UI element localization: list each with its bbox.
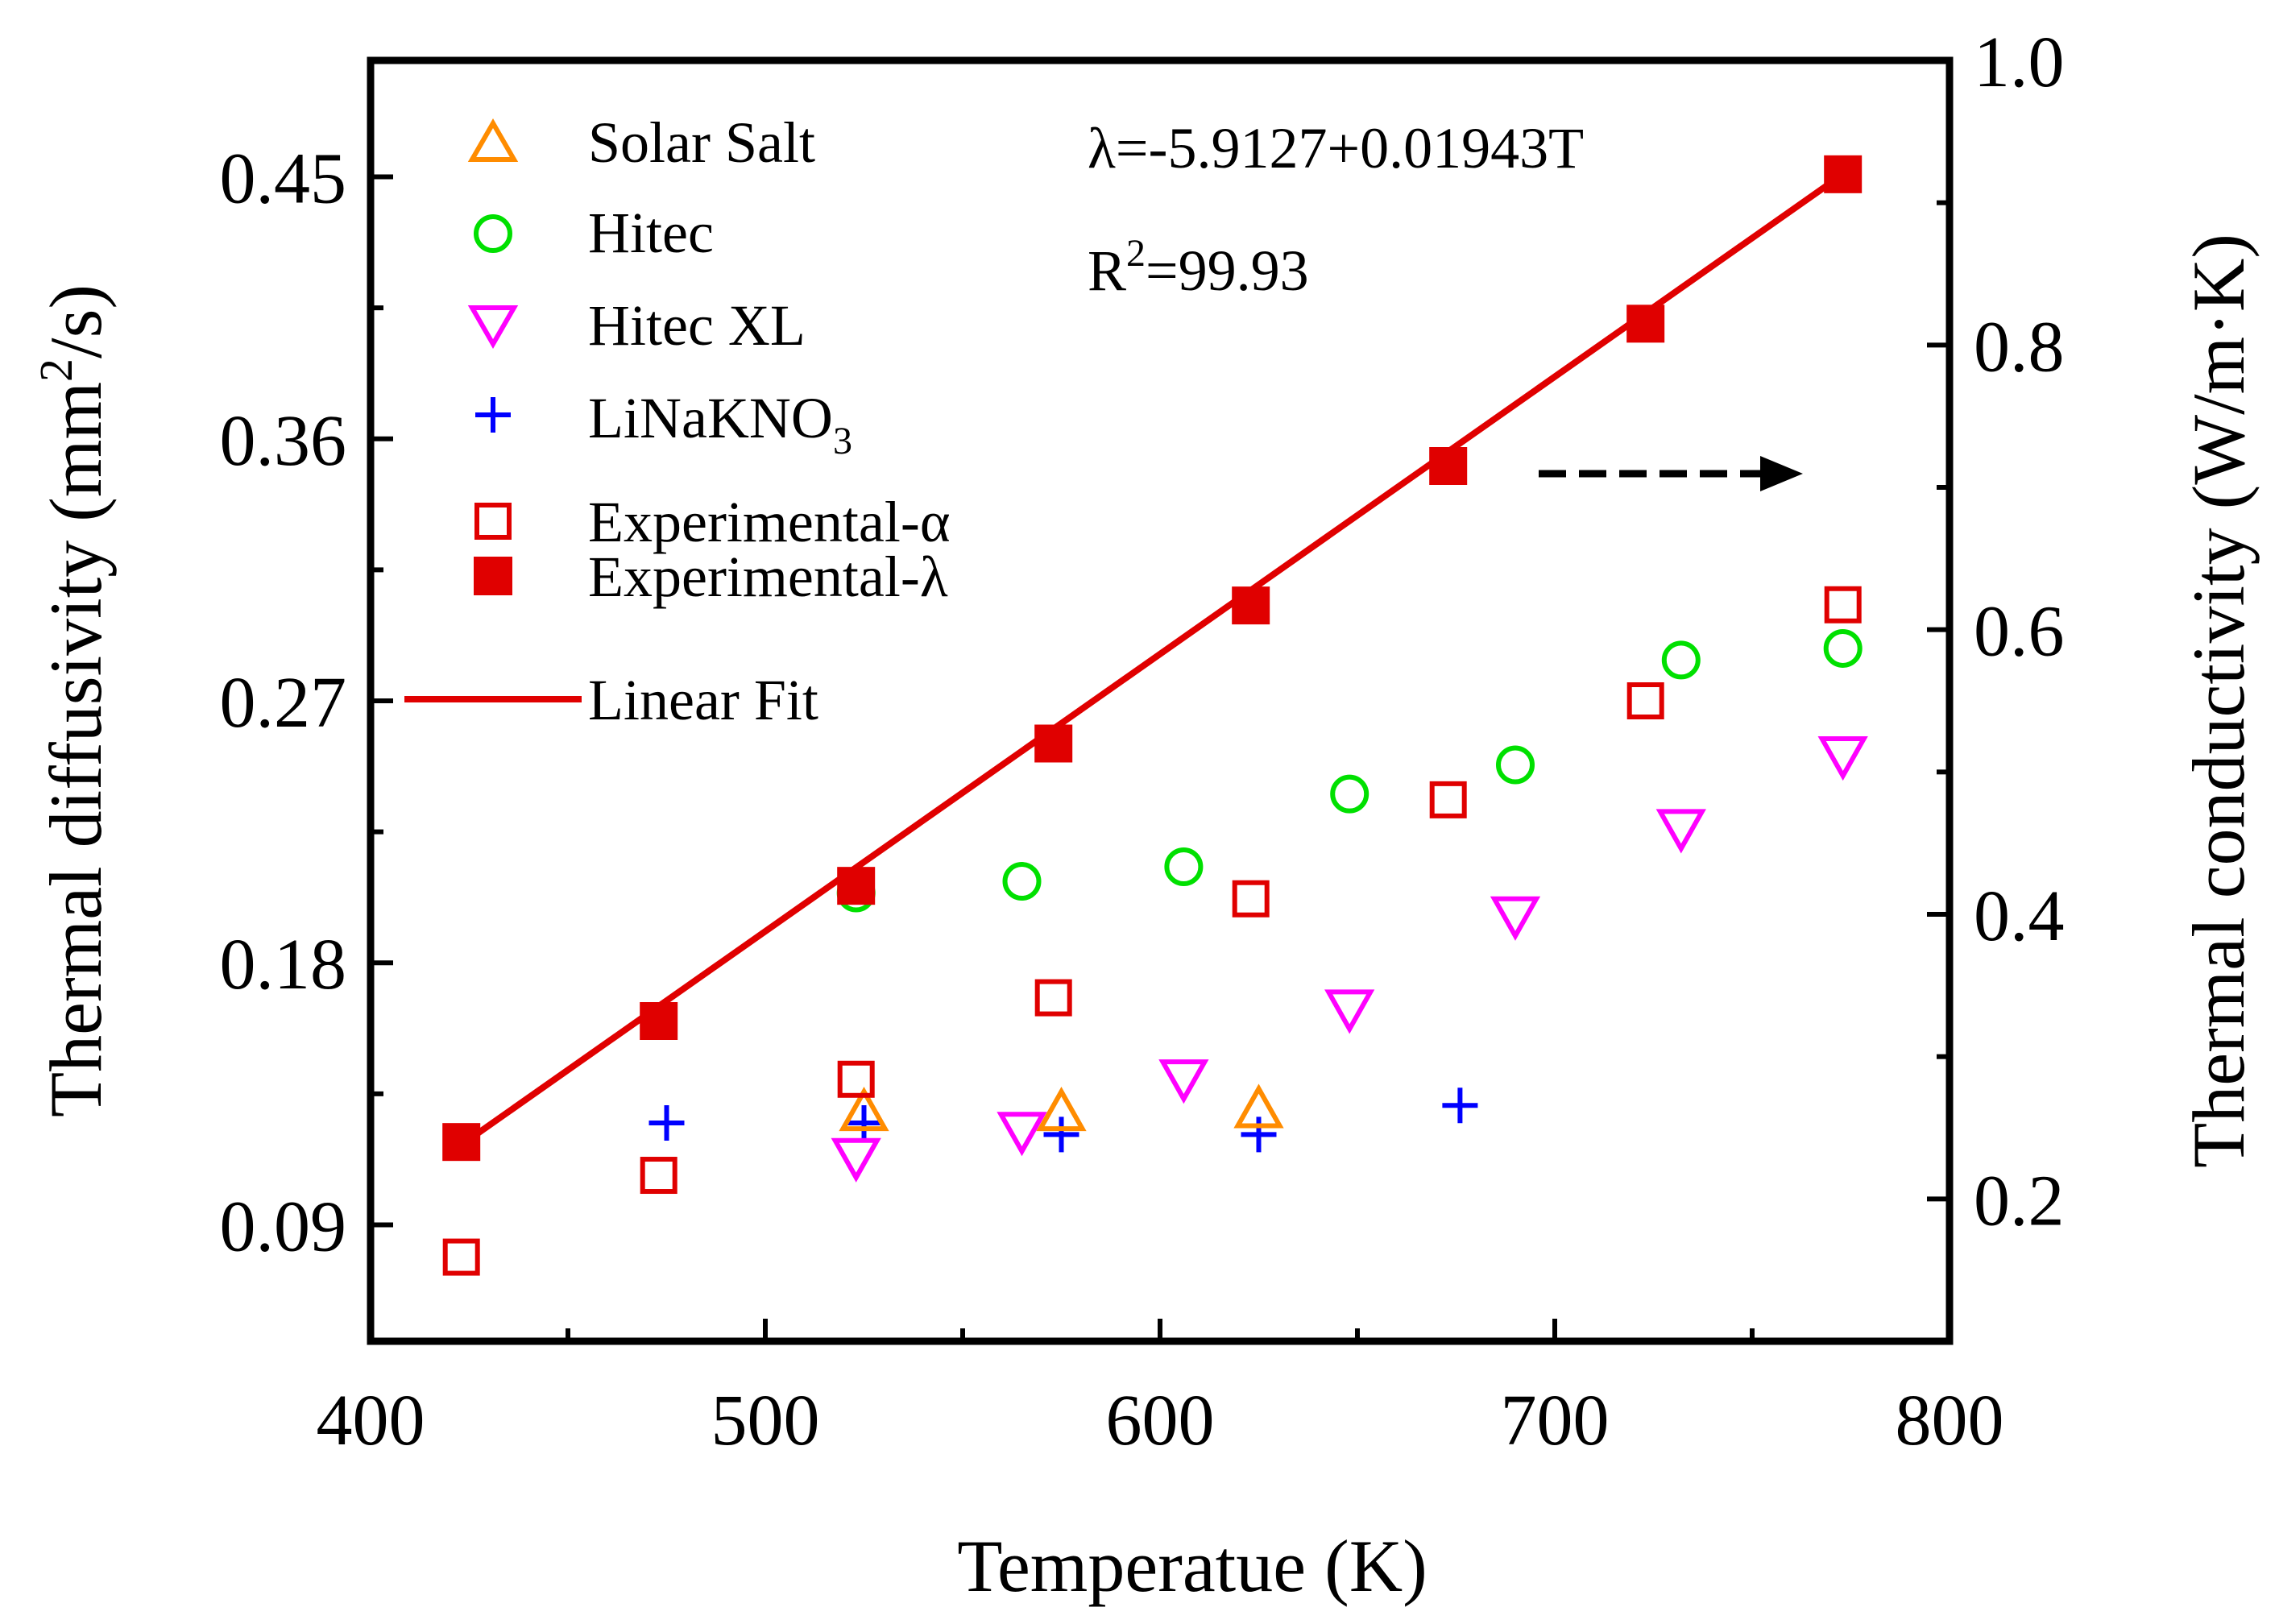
x-tick-label: 400 bbox=[317, 1381, 425, 1460]
point-experimental-alpha bbox=[640, 1157, 677, 1195]
point-linakno3 bbox=[846, 1104, 882, 1141]
point-experimental-lambda bbox=[837, 867, 876, 905]
data-layer bbox=[442, 155, 1868, 1276]
legend-marker-experimental-alpha bbox=[474, 503, 512, 540]
point-hitec bbox=[1002, 862, 1042, 901]
point-linakno3 bbox=[1241, 1116, 1277, 1153]
legend-marker-experimental-lambda bbox=[474, 557, 512, 595]
y-right-tick-label: 0.2 bbox=[1974, 1161, 2065, 1241]
legend-label-linakno3-main: LiNaKNO bbox=[588, 386, 833, 450]
point-linakno3 bbox=[648, 1104, 685, 1141]
point-linakno3 bbox=[1043, 1116, 1079, 1153]
r-squared-sup: 2 bbox=[1126, 232, 1146, 275]
y-right-axis-title: Thermal conductivity (W/m·K) bbox=[2177, 234, 2260, 1168]
point-hitec bbox=[1661, 640, 1701, 680]
x-tick-label: 500 bbox=[711, 1381, 820, 1460]
point-experimental-alpha bbox=[1626, 682, 1664, 719]
legend-marker-hitec-xl bbox=[467, 305, 519, 349]
legend-marker-linakno3 bbox=[475, 397, 511, 433]
point-experimental-alpha bbox=[837, 1060, 875, 1098]
point-experimental-lambda bbox=[1232, 586, 1270, 625]
y-left-tick-label: 0.09 bbox=[220, 1187, 347, 1266]
y-left-title-tail: /s) bbox=[35, 284, 117, 358]
x-tick-label: 600 bbox=[1106, 1381, 1215, 1460]
point-experimental-lambda bbox=[640, 1002, 678, 1040]
y-left-tick-label: 0.18 bbox=[220, 925, 347, 1005]
plot-frame bbox=[367, 56, 1954, 1345]
point-experimental-alpha bbox=[1824, 586, 1862, 624]
point-experimental-alpha bbox=[1034, 979, 1072, 1017]
point-hitec bbox=[1823, 628, 1863, 668]
point-hitec-xl bbox=[1324, 989, 1375, 1034]
point-solar-salt bbox=[1233, 1083, 1284, 1129]
point-solar-salt bbox=[1036, 1087, 1087, 1132]
y-right-tick-label: 1.0 bbox=[1974, 23, 2065, 102]
point-experimental-lambda bbox=[1626, 304, 1665, 343]
y-left-title-unit: mm bbox=[35, 382, 117, 497]
y-right-title-main: Thermal conductivity bbox=[2177, 528, 2260, 1168]
y-right-tick-label: 0.4 bbox=[1974, 876, 2065, 956]
legend-marker-solar-salt bbox=[467, 118, 519, 162]
point-hitec-xl bbox=[831, 1137, 881, 1183]
point-hitec bbox=[1330, 774, 1369, 814]
legend-label-hitec: Hitec bbox=[588, 201, 714, 265]
legend-label-solar-salt: Solar Salt bbox=[588, 110, 815, 175]
point-hitec-xl bbox=[997, 1112, 1047, 1157]
r-squared: R2=99.93 bbox=[1088, 232, 1309, 303]
y-left-title-sup: 2 bbox=[30, 358, 82, 382]
point-hitec-xl bbox=[1158, 1059, 1209, 1104]
legend-label-experimental-lambda: Experimental-λ bbox=[588, 545, 948, 609]
y-left-tick-label: 0.27 bbox=[220, 663, 347, 743]
point-solar-salt bbox=[839, 1087, 889, 1132]
linear-fit-line bbox=[459, 172, 1845, 1148]
y-left-tick-label: 0.45 bbox=[220, 139, 347, 219]
point-hitec bbox=[1496, 745, 1535, 785]
y-right-title-unit: (W/m·K) bbox=[2177, 234, 2260, 509]
y-right-tick-label: 0.6 bbox=[1974, 592, 2065, 672]
r-squared-prefix: R bbox=[1088, 238, 1126, 303]
legend-label-hitec-xl: Hitec XL bbox=[588, 293, 806, 358]
legend-label-linakno3: LiNaKNO3 bbox=[588, 386, 852, 462]
y-left-axis-title: Thermal diffusivity (mm2/s) bbox=[30, 284, 117, 1117]
point-hitec-xl bbox=[1655, 809, 1706, 854]
point-hitec-xl bbox=[1817, 736, 1868, 781]
point-experimental-lambda bbox=[1034, 724, 1073, 763]
point-experimental-lambda bbox=[1429, 447, 1468, 485]
point-experimental-alpha bbox=[1429, 781, 1467, 818]
fit-equation: λ=-5.9127+0.01943T bbox=[1088, 116, 1584, 180]
x-tick-label: 800 bbox=[1896, 1381, 2004, 1460]
r-squared-value: =99.93 bbox=[1146, 238, 1309, 303]
right-axis-arrow bbox=[1539, 456, 1803, 491]
y-left-tick-label: 0.36 bbox=[220, 401, 347, 481]
point-linakno3 bbox=[1442, 1088, 1478, 1124]
legend-label-linakno3-sub: 3 bbox=[833, 420, 852, 462]
ticks-layer: 400 500 600 700 800 0.09 0.18 0.27 0.36 0.45 0.2 0.… bbox=[220, 23, 2065, 1460]
point-hitec-xl bbox=[1490, 896, 1541, 941]
legend-label-experimental-alpha: Experimental-α bbox=[588, 490, 951, 554]
point-hitec bbox=[1164, 847, 1204, 886]
y-left-title-main: Thermal diffusivity bbox=[35, 541, 117, 1117]
x-axis-title: Temperatue (K) bbox=[957, 1525, 1427, 1607]
point-experimental-lambda bbox=[442, 1123, 481, 1162]
legend: Solar Salt Hitec Hitec XL LiNaKNO3 Exper… bbox=[404, 110, 951, 732]
point-experimental-lambda bbox=[1824, 155, 1863, 193]
legend-marker-hitec bbox=[474, 214, 512, 253]
point-experimental-alpha bbox=[442, 1238, 480, 1276]
x-tick-label: 700 bbox=[1501, 1381, 1610, 1460]
legend-label-linear-fit: Linear Fit bbox=[588, 668, 818, 732]
point-experimental-alpha bbox=[1232, 880, 1270, 918]
y-right-tick-label: 0.8 bbox=[1974, 307, 2065, 387]
